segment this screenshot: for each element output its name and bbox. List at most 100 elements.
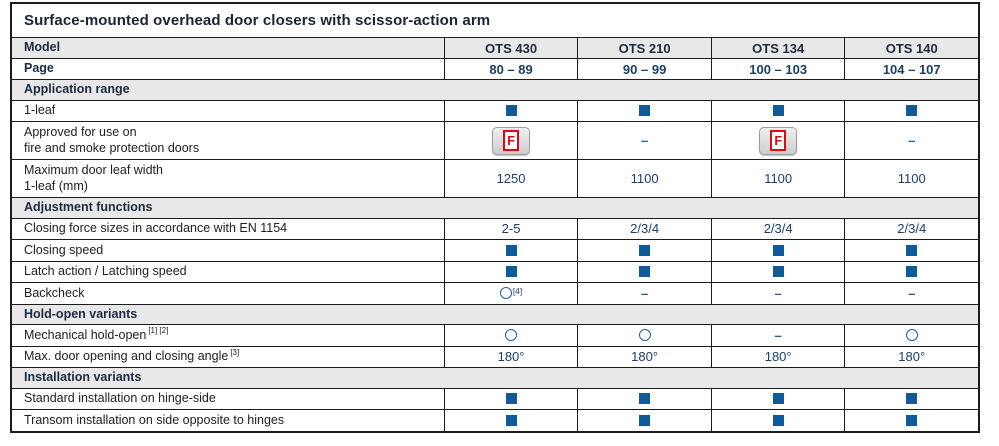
table-cell: 80 – 89 — [445, 59, 579, 79]
row-label: Maximum door leaf width 1-leaf (mm) — [12, 160, 445, 197]
filled-square-icon — [505, 244, 517, 256]
row-label-text: Hold-open variants — [24, 306, 138, 321]
row-label: Application range — [12, 80, 978, 100]
cell-value: 1100 — [897, 171, 926, 186]
table-row: Closing speed — [12, 239, 978, 261]
cell-value: OTS 430 — [485, 40, 538, 56]
table-cell: 1100 — [845, 160, 978, 197]
row-label-text: Standard installation on hinge-side — [24, 391, 216, 405]
table-cell — [845, 240, 978, 261]
table-row: Mechanical hold-open [1] [2] – — [12, 324, 978, 346]
table-cell: 2/3/4 — [712, 218, 846, 239]
dash-icon: – — [640, 285, 649, 301]
column-header-row: Model OTS 430 OTS 210 OTS 134 OTS 140 — [12, 37, 978, 58]
table-cell: OTS 210 — [578, 38, 712, 58]
cell-value: OTS 140 — [885, 40, 938, 56]
row-label: Installation variants — [12, 368, 978, 388]
filled-square-icon — [906, 244, 918, 256]
cell-value: 180° — [764, 349, 792, 365]
fire-door-badge-icon: F — [492, 126, 531, 155]
row-label-text: Page — [24, 61, 54, 76]
table-cell — [445, 325, 579, 346]
table-body: Model OTS 430 OTS 210 OTS 134 OTS 140 Page 80 … — [12, 37, 978, 431]
row-label-text: Model — [24, 40, 61, 55]
cell-value: 100 – 103 — [749, 61, 808, 77]
table-cell: F — [712, 122, 846, 159]
table-row: Approved for use on fire and smoke protec… — [12, 121, 978, 159]
row-label: Transom installation on side opposite to… — [12, 410, 445, 431]
filled-square-icon — [639, 266, 651, 278]
table-row: Latch action / Latching speed — [12, 260, 978, 283]
row-label-text: Adjustment functions — [24, 200, 153, 214]
product-comparison-table: Surface-mounted overhead door closers wi… — [10, 2, 980, 433]
table-row: Max. door opening and closing angle [3] 18… — [12, 345, 978, 367]
table-cell — [712, 240, 846, 261]
table-cell: OTS 134 — [712, 38, 846, 58]
filled-square-icon — [639, 244, 651, 256]
table-cell — [845, 262, 978, 283]
table-cell — [445, 240, 579, 261]
fire-door-badge-icon: F — [759, 126, 798, 155]
table-cell — [578, 410, 712, 431]
cell-value: 2/3/4 — [630, 221, 660, 237]
table-cell — [445, 410, 579, 431]
row-label: Mechanical hold-open [1] [2] — [12, 325, 445, 346]
section-header-row: Hold-open variants — [12, 303, 978, 325]
table-cell — [578, 261, 712, 282]
table-cell: 180° — [445, 346, 579, 367]
fire-letter: F — [770, 130, 787, 151]
table-row: Backcheck [4] – – – — [12, 282, 978, 304]
row-label: Standard installation on hinge-side — [12, 388, 445, 409]
table-cell: 1250 — [445, 160, 579, 197]
row-label: Hold-open variants — [12, 305, 978, 325]
row-label: 1-leaf — [12, 100, 445, 121]
row-label-text: Application range — [24, 82, 130, 96]
table-cell: 1100 — [712, 160, 846, 197]
open-circle-icon — [638, 329, 651, 342]
title-bar: Surface-mounted overhead door closers wi… — [12, 4, 978, 37]
row-label-text: Installation variants — [24, 370, 142, 384]
table-cell — [712, 410, 846, 431]
table-cell — [712, 100, 846, 121]
filled-square-icon — [772, 266, 784, 278]
filled-square-icon — [772, 414, 784, 426]
filled-square-icon — [505, 393, 517, 405]
row-label: Page — [12, 59, 445, 79]
cell-value: 80 – 89 — [489, 61, 533, 77]
table-cell: 180° — [578, 346, 712, 367]
row-label-text: Approved for use on — [24, 125, 137, 139]
table-cell — [845, 101, 978, 122]
filled-square-icon — [772, 244, 784, 256]
table-cell: [4] — [445, 283, 579, 304]
row-label-text: Backcheck — [24, 285, 85, 300]
table-cell — [445, 100, 579, 121]
table-cell — [578, 325, 712, 346]
cell-value: 1100 — [764, 171, 793, 186]
filled-square-icon — [639, 105, 651, 117]
row-label: Closing force sizes in accordance with E… — [12, 218, 445, 239]
table-cell: 2/3/4 — [578, 218, 712, 239]
table-cell: 2/3/4 — [845, 219, 978, 240]
table-cell: 104 – 107 — [845, 59, 978, 79]
table-row: Transom installation on side opposite to… — [12, 409, 978, 431]
cell-value: 1250 — [496, 171, 526, 186]
table-cell — [578, 100, 712, 121]
page-title: Surface-mounted overhead door closers wi… — [24, 11, 491, 29]
dash-icon: – — [640, 133, 649, 148]
cell-value: 180° — [898, 349, 926, 365]
row-label-text: Transom installation on side opposite to… — [24, 412, 285, 427]
table-row: Maximum door leaf width 1-leaf (mm) 1250 11… — [12, 159, 978, 197]
dash-icon: – — [774, 327, 782, 343]
table-cell: OTS 430 — [445, 38, 579, 58]
open-circle-icon — [905, 329, 918, 342]
table-cell: – — [578, 283, 712, 304]
table-cell: 180° — [712, 346, 846, 367]
cell-value: 180° — [631, 349, 659, 365]
cell-value: OTS 134 — [752, 40, 805, 56]
open-circle-icon — [499, 287, 512, 300]
table-cell — [845, 325, 978, 346]
filled-square-icon — [505, 105, 517, 117]
dash-icon: – — [908, 133, 916, 148]
row-label: Latch action / Latching speed — [12, 261, 445, 282]
